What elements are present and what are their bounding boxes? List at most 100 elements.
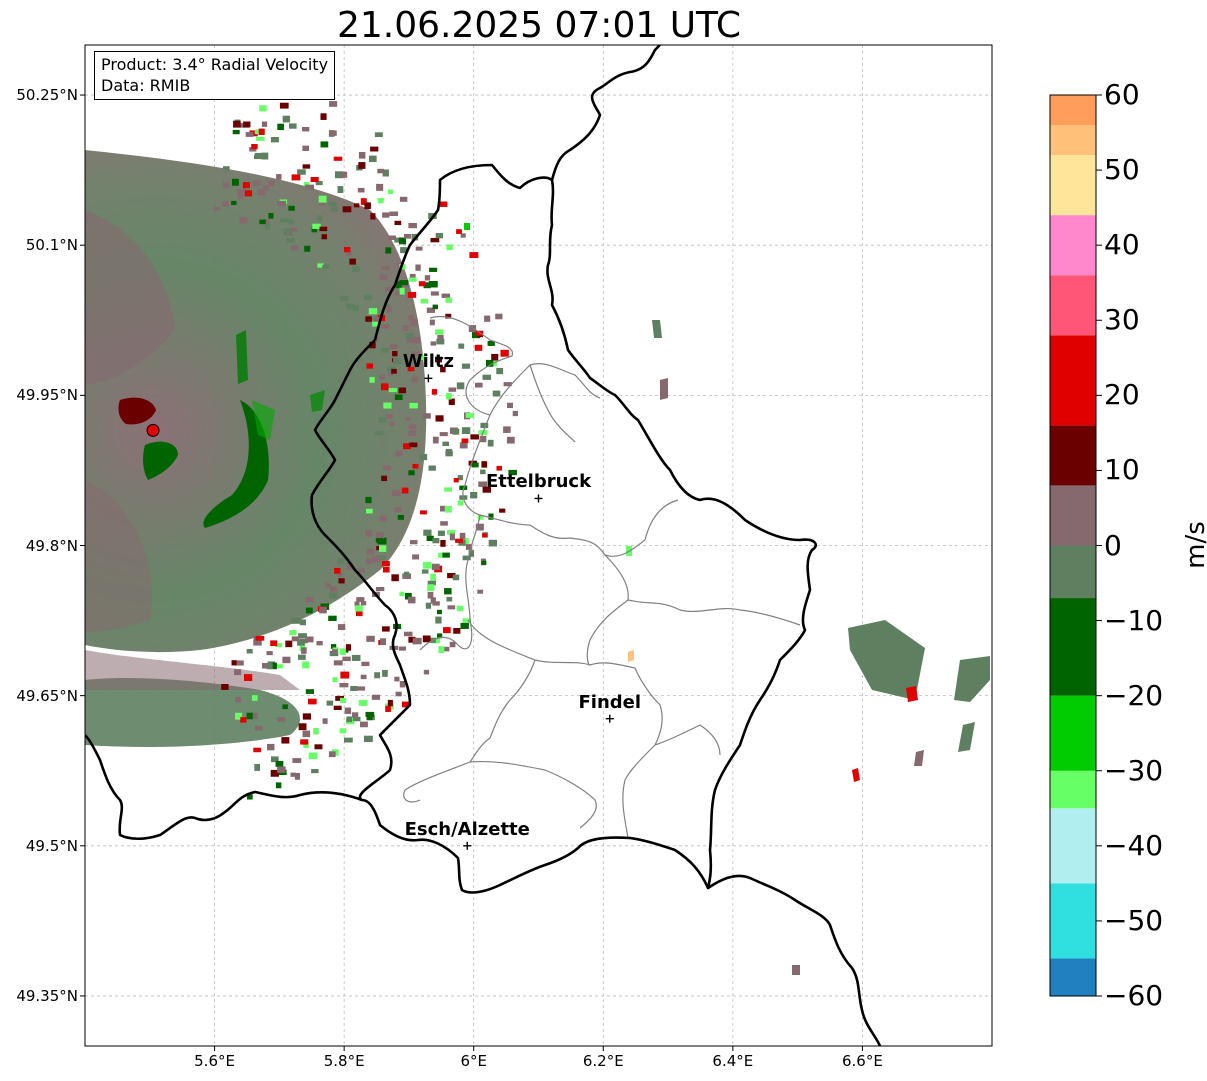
lat-label: 49.35°N	[16, 986, 78, 1005]
echo-pixel	[282, 115, 291, 123]
echo-pixel	[409, 273, 416, 281]
echo-pixel	[232, 129, 240, 135]
lon-label: 5.6°E	[194, 1052, 235, 1070]
echo-pixel	[342, 656, 351, 662]
echo-pixel	[432, 304, 438, 310]
echo-pixel	[266, 651, 273, 656]
echo-pixel	[474, 344, 483, 351]
lon-label: 6.6°E	[842, 1052, 883, 1070]
echo-pixel	[409, 402, 418, 409]
echo-pixel	[389, 344, 398, 350]
echo-pixel	[439, 432, 448, 437]
echo-pixel	[404, 571, 410, 576]
echo-pixel	[352, 712, 359, 718]
echo-pixel	[253, 640, 262, 646]
echo-pixel	[475, 382, 483, 388]
echo-pixel	[486, 359, 494, 367]
echo-pixel	[406, 338, 415, 343]
echo-pixel	[381, 324, 390, 329]
radar-echo-field	[85, 69, 990, 975]
echo-pixel	[353, 203, 360, 208]
echo-pixel	[385, 414, 393, 419]
echo-pixel	[329, 130, 337, 136]
colorbar-segment	[1050, 95, 1096, 126]
echo-pixel	[435, 616, 442, 624]
echo-pixel	[407, 596, 416, 604]
echo-pixel	[399, 196, 408, 202]
echo-pixel	[431, 563, 440, 571]
echo-pixel	[311, 769, 319, 774]
echo-pixel	[477, 589, 484, 594]
echo-pixel	[379, 545, 387, 552]
echo-pixel	[308, 698, 317, 705]
city-label: Findel	[578, 691, 642, 713]
echo-pixel	[461, 438, 469, 443]
echo-pixel	[376, 546, 382, 551]
echo-pixel	[365, 496, 372, 504]
echo-pixel	[462, 618, 471, 623]
echo-pixel	[317, 215, 323, 222]
echo-pixel	[431, 389, 437, 395]
echo-pixel	[475, 330, 484, 336]
echo-pixel	[298, 723, 307, 731]
echo-pixel	[405, 332, 414, 340]
echo-pixel	[244, 190, 253, 197]
echo-pixel	[460, 233, 466, 238]
colorbar-segment	[1050, 215, 1096, 276]
echo-pixel	[388, 235, 397, 240]
colorbar-tick-label: −60	[1104, 979, 1164, 1012]
echo-pixel	[440, 505, 447, 512]
echo-pixel	[221, 684, 229, 690]
echo-pixel	[394, 507, 402, 512]
echo-pixel	[235, 712, 243, 720]
echo-pixel	[329, 592, 338, 599]
echo-pixel	[303, 182, 310, 187]
echo-pixel	[329, 101, 338, 107]
echo-pixel	[404, 631, 413, 637]
echo-pixel	[398, 237, 407, 245]
echo-pixel	[411, 336, 421, 344]
echo-pixel	[446, 596, 453, 602]
echo-pixel	[289, 630, 297, 636]
echo-pixel	[380, 638, 387, 645]
echo-pixel	[333, 156, 343, 161]
echo-pixel	[377, 168, 385, 174]
echo-pixel	[337, 624, 346, 631]
city-label: Esch/Alzette	[404, 818, 530, 840]
lat-label: 49.65°N	[16, 686, 78, 705]
echo-pixel	[387, 189, 394, 194]
echo-pixel	[302, 145, 310, 151]
echo-pixel	[409, 442, 418, 448]
echo-pixel	[479, 436, 487, 443]
map-title: 21.06.2025 07:01 UTC	[336, 5, 742, 46]
echo-pixel	[386, 305, 392, 313]
echo-pixel	[271, 662, 277, 670]
echo-pixel	[275, 643, 283, 648]
echo-pixel	[237, 189, 246, 196]
echo-pixel	[361, 661, 370, 667]
echo-pixel	[399, 287, 405, 295]
echo-pixel	[381, 266, 390, 271]
echo-pixel	[408, 277, 417, 282]
echo-pixel	[255, 635, 265, 641]
echo-pixel	[423, 529, 432, 536]
echo-pixel	[477, 515, 484, 520]
echo-pixel	[275, 760, 284, 767]
echo-pixel	[330, 644, 337, 649]
echo-pixel	[335, 171, 344, 179]
echo-pixel	[382, 465, 392, 471]
echo-pixel	[387, 699, 393, 707]
echo-pixel	[415, 246, 423, 251]
echo-pixel	[291, 174, 301, 181]
product-label: Product: 3.4° Radial Velocity	[101, 55, 329, 74]
echo-pixel	[314, 744, 323, 750]
echo-pixel	[370, 213, 376, 220]
echo-pixel	[469, 252, 479, 258]
echo-pixel	[305, 597, 314, 603]
echo-pixel	[356, 609, 363, 617]
echo-pixel	[482, 374, 492, 380]
echo-pixel	[360, 721, 368, 728]
echo-pixel	[257, 188, 266, 196]
echo-pixel	[468, 325, 477, 333]
echo-pixel	[346, 249, 353, 256]
